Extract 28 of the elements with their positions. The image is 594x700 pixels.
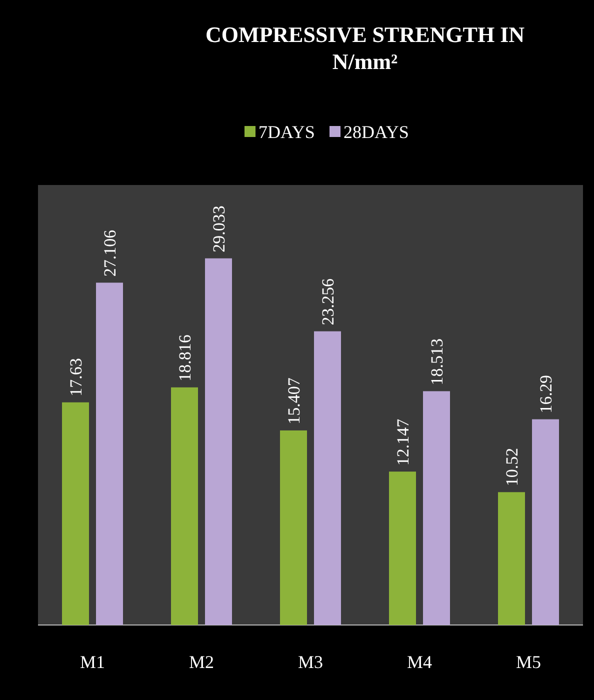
chart-title: COMPRESSIVE STRENGTH IN N/mm²	[205, 22, 525, 74]
data-label: 23.256	[318, 278, 338, 326]
data-label: 12.147	[394, 418, 412, 466]
data-label: 15.407	[284, 377, 304, 424]
x-tick-label: M4	[406, 652, 432, 672]
bar	[280, 430, 307, 625]
x-tick-label: M2	[188, 652, 214, 672]
legend-label: 28DAYS	[344, 122, 409, 142]
bar	[96, 282, 123, 625]
bar	[423, 391, 450, 625]
bar	[171, 387, 198, 625]
bar	[205, 258, 232, 625]
data-label: 16.29	[536, 375, 556, 414]
bar	[532, 419, 559, 625]
data-label: 18.513	[428, 338, 446, 386]
legend-label: 7DAYS	[258, 122, 315, 142]
bar	[389, 472, 416, 625]
data-label: 10.52	[502, 448, 522, 486]
data-label: 29.033	[210, 206, 228, 252]
x-tick-label: M3	[298, 652, 324, 672]
bar	[62, 402, 89, 625]
x-tick-label: M1	[80, 652, 106, 672]
data-label: 18.816	[176, 334, 194, 382]
data-label: 27.106	[100, 230, 120, 277]
data-label: 17.63	[66, 358, 86, 396]
bar	[314, 331, 341, 625]
bar	[498, 492, 525, 625]
x-tick-label: M5	[516, 652, 542, 672]
